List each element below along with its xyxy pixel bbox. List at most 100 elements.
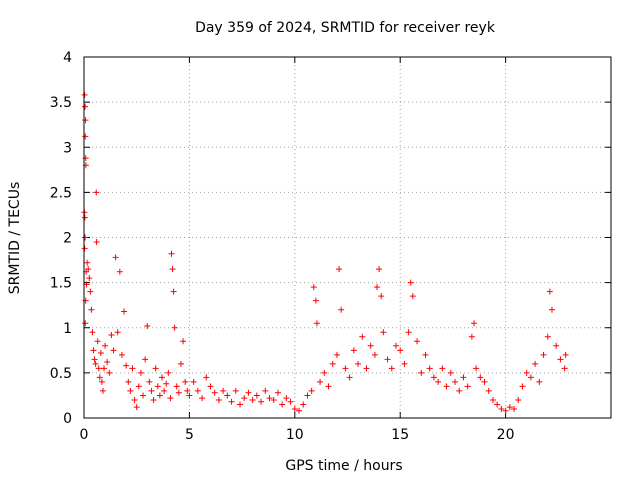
data-point — [131, 396, 138, 403]
data-point — [82, 133, 89, 140]
data-point — [211, 389, 218, 396]
x-tick-label: 15 — [391, 427, 409, 443]
data-point — [477, 374, 484, 381]
data-point — [90, 347, 97, 354]
data-point — [82, 103, 89, 110]
data-point — [86, 275, 93, 282]
axis-ticks: 0 5 10 15 20 0 0.5 1 1.5 2 2.5 3 3.5 4 — [50, 50, 611, 443]
data-point — [190, 378, 197, 385]
data-point — [133, 404, 140, 411]
data-point — [439, 365, 446, 372]
data-point — [140, 392, 147, 399]
data-point — [173, 383, 180, 390]
data-point — [91, 356, 98, 363]
data-point — [245, 389, 252, 396]
data-point — [82, 117, 89, 124]
data-point — [473, 365, 480, 372]
data-point — [146, 378, 153, 385]
x-axis-label: GPS time / hours — [285, 458, 402, 474]
data-point — [536, 378, 543, 385]
data-point — [397, 347, 404, 354]
data-point — [135, 383, 142, 390]
data-point — [224, 392, 231, 399]
data-point — [557, 356, 564, 363]
data-point — [553, 342, 560, 349]
x-tick-label: 10 — [286, 427, 304, 443]
data-point — [363, 365, 370, 372]
data-point — [401, 360, 408, 367]
y-tick-label: 1 — [63, 321, 72, 337]
data-point — [515, 396, 522, 403]
x-tick-label: 5 — [185, 427, 194, 443]
data-point — [93, 189, 100, 196]
data-point — [562, 351, 569, 358]
data-point — [101, 365, 108, 372]
data-point — [85, 266, 92, 273]
data-point — [93, 239, 100, 246]
data-point — [532, 360, 539, 367]
data-point — [481, 378, 488, 385]
data-point — [127, 387, 134, 394]
data-point — [430, 374, 437, 381]
data-point — [89, 329, 96, 336]
data-point — [110, 347, 117, 354]
data-point — [519, 383, 526, 390]
data-point — [371, 351, 378, 358]
data-point — [489, 396, 496, 403]
data-point — [129, 365, 136, 372]
data-point — [175, 389, 182, 396]
data-point — [376, 266, 383, 273]
data-point — [104, 359, 111, 366]
data-point — [460, 374, 467, 381]
data-point — [374, 284, 381, 291]
data-point — [274, 389, 281, 396]
data-point — [168, 250, 175, 257]
data-point — [99, 387, 106, 394]
data-point — [544, 333, 551, 340]
data-point — [447, 369, 454, 376]
y-tick-label: 3 — [63, 140, 72, 156]
data-points — [81, 91, 569, 414]
data-point — [283, 395, 290, 402]
data-point — [506, 404, 513, 411]
data-point — [154, 383, 161, 390]
data-point — [82, 234, 89, 241]
data-point — [98, 378, 105, 385]
data-point — [253, 392, 260, 399]
y-tick-label: 2 — [63, 231, 72, 247]
data-point — [203, 374, 210, 381]
data-point — [546, 288, 553, 295]
data-point — [158, 374, 165, 381]
data-point — [378, 293, 385, 300]
data-point — [405, 329, 412, 336]
data-point — [338, 306, 345, 313]
data-point — [523, 369, 530, 376]
data-point — [142, 356, 149, 363]
data-point — [150, 396, 157, 403]
data-point — [418, 369, 425, 376]
data-point — [384, 356, 391, 363]
data-point — [118, 351, 125, 358]
data-point — [456, 387, 463, 394]
data-point — [165, 369, 172, 376]
data-point — [170, 288, 177, 295]
data-point — [350, 347, 357, 354]
data-point — [182, 378, 189, 385]
data-point — [310, 284, 317, 291]
data-point — [287, 398, 294, 405]
data-point — [313, 320, 320, 327]
data-point — [184, 387, 191, 394]
data-point — [540, 351, 547, 358]
y-axis-label: SRMTID / TECUs — [7, 182, 23, 295]
data-point — [300, 401, 307, 408]
data-point — [180, 338, 187, 345]
data-point — [333, 351, 340, 358]
data-point — [215, 396, 222, 403]
data-point — [199, 395, 206, 402]
y-tick-label: 3.5 — [50, 95, 72, 111]
chart-title: Day 359 of 2024, SRMTID for receiver rey… — [195, 20, 496, 36]
data-point — [228, 398, 235, 405]
data-point — [232, 387, 239, 394]
data-point — [194, 387, 201, 394]
